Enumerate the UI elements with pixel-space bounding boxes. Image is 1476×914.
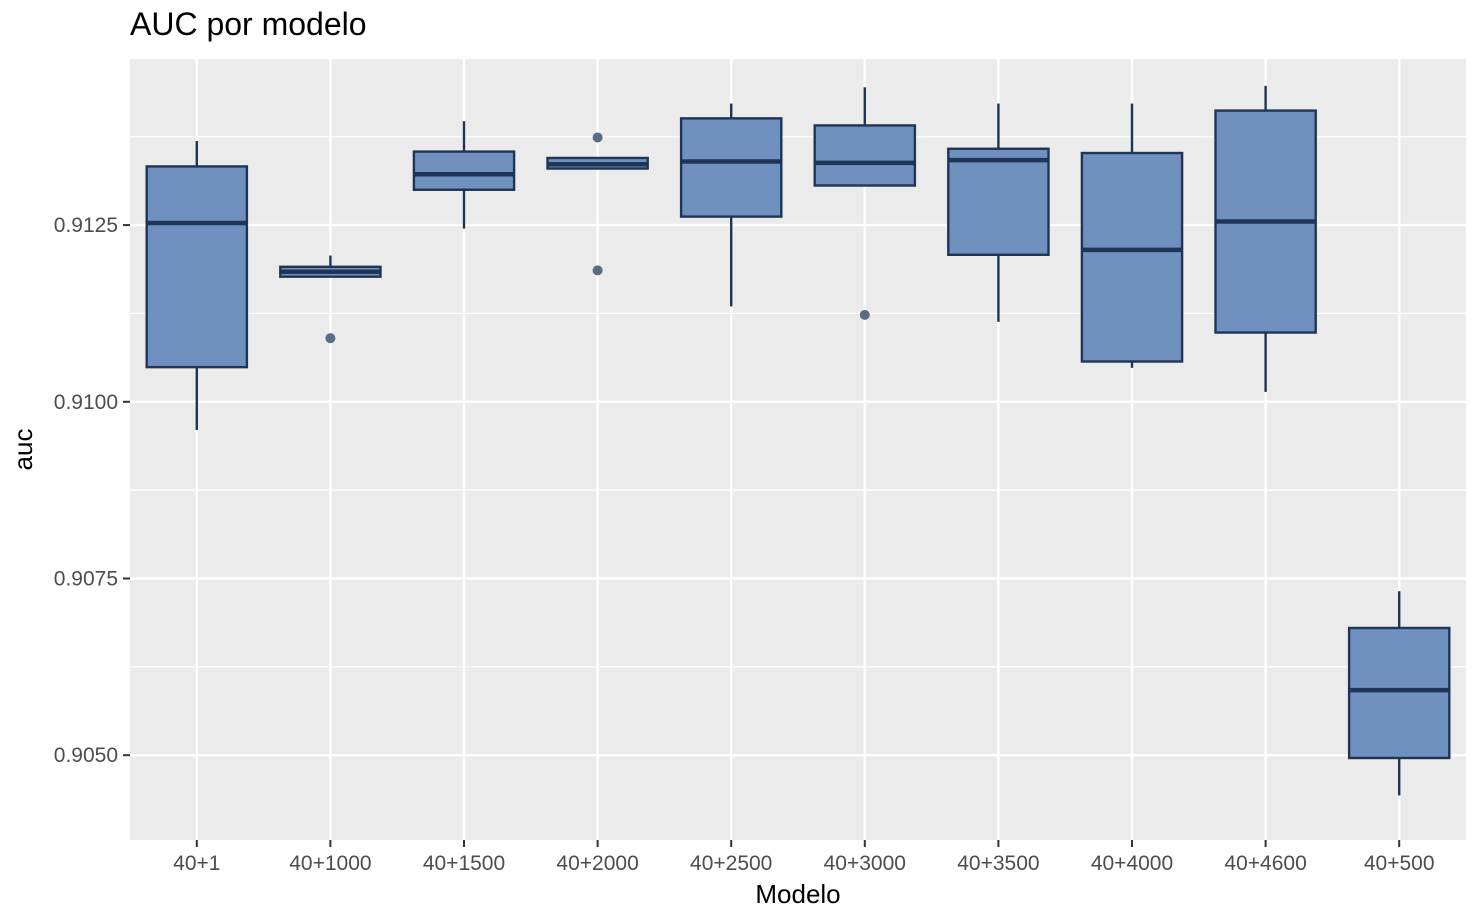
box-iqr — [1347, 626, 1451, 760]
x-tick-label: 40+1 — [173, 852, 220, 875]
box-iqr — [412, 150, 516, 191]
outlier-point — [859, 309, 870, 320]
x-tick-label: 40+1500 — [423, 852, 505, 875]
y-tick-label: 0.9125 — [54, 214, 118, 237]
x-tick-label: 40+1000 — [289, 852, 371, 875]
box-40+2500 — [679, 103, 783, 307]
box-40+3000 — [813, 87, 917, 320]
box-40+1500 — [412, 121, 516, 229]
outlier-point — [592, 265, 603, 276]
x-tick-label: 40+2000 — [556, 852, 638, 875]
box-40+4000 — [1080, 103, 1184, 368]
y-tick-label: 0.9075 — [54, 567, 118, 590]
x-tick-label: 40+3000 — [824, 852, 906, 875]
x-tick-label: 40+2500 — [690, 852, 772, 875]
chart-title: AUC por modelo — [130, 6, 367, 42]
box-40+500 — [1347, 591, 1451, 796]
box-series — [145, 85, 1451, 796]
box-iqr — [1080, 151, 1184, 363]
box-iqr — [145, 165, 249, 369]
x-axis-ticks: 40+1 40+1000 40+1500 40+2000 40+2500 40+3000 4… — [173, 840, 1435, 875]
box-iqr — [947, 147, 1050, 256]
x-tick-label: 40+3500 — [957, 852, 1039, 875]
x-tick-label: 40+4000 — [1091, 852, 1173, 875]
y-tick-label: 0.9100 — [54, 391, 118, 414]
outlier-point — [592, 132, 603, 143]
box-iqr — [679, 117, 783, 218]
box-40+3500 — [947, 103, 1050, 322]
box-40+2000 — [546, 132, 649, 276]
y-axis-title: auc — [8, 429, 38, 471]
y-axis-ticks: 0.9050 0.9075 0.9100 0.9125 — [54, 214, 130, 767]
x-tick-label: 40+4600 — [1224, 852, 1306, 875]
box-iqr — [813, 124, 917, 187]
box-40+1000 — [279, 255, 382, 344]
box-40+4600 — [1214, 85, 1317, 392]
x-tick-label: 40+500 — [1364, 852, 1435, 875]
box-40+1 — [145, 140, 249, 431]
x-axis-title: Modelo — [755, 879, 840, 909]
outlier-point — [325, 333, 336, 344]
y-tick-label: 0.9050 — [54, 744, 118, 767]
